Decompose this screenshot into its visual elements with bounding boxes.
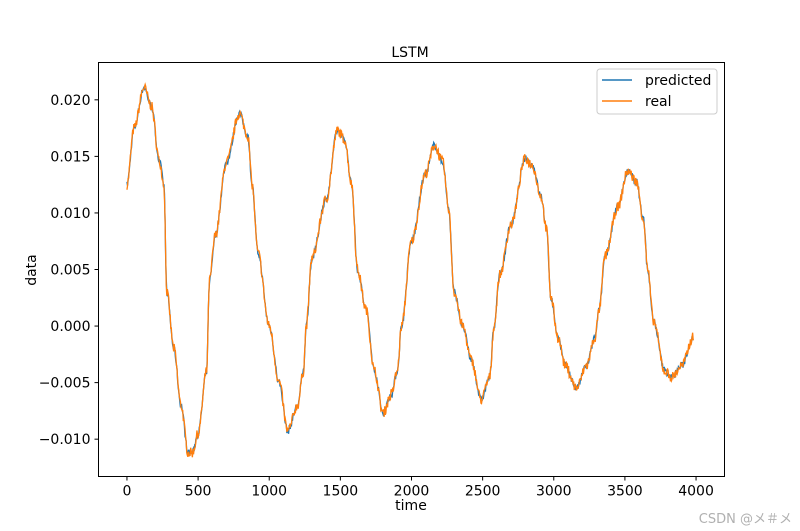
chart-title: LSTM [391, 45, 428, 61]
watermark: CSDN @メ＃メ [698, 512, 792, 527]
plot-lines [126, 82, 694, 458]
y-tick-label: 0.020 [50, 93, 90, 109]
x-tick-label: 1000 [251, 484, 287, 500]
legend: predicted real [596, 68, 718, 115]
y-tick-label: 0.010 [50, 206, 90, 222]
y-tick-label: 0.015 [50, 149, 90, 165]
legend-label-predicted: predicted [645, 73, 711, 89]
x-tick-label: 2500 [465, 484, 501, 500]
x-axis: 0 500 1000 1500 2000 2500 3000 3500 4000 [122, 476, 714, 500]
x-tick-label: 3000 [536, 484, 572, 500]
x-tick-label: 3500 [607, 484, 643, 500]
x-tick-label: 2000 [394, 484, 430, 500]
y-axis-title: data [24, 254, 40, 286]
x-tick-label: 0 [122, 484, 131, 500]
y-tick-label: 0.000 [50, 319, 90, 335]
x-tick-label: 500 [185, 484, 212, 500]
series-line-predicted [126, 85, 694, 458]
legend-label-real: real [645, 94, 672, 110]
series-line-real [126, 82, 694, 458]
plot-frame [98, 62, 725, 477]
x-tick-label: 1500 [323, 484, 359, 500]
y-axis: −0.010 −0.005 0.000 0.005 0.010 0.015 0.020 [39, 93, 99, 448]
y-tick-label: −0.010 [39, 432, 91, 448]
y-tick-label: −0.005 [39, 376, 91, 392]
x-axis-title: time [395, 498, 427, 514]
y-tick-label: 0.005 [50, 263, 90, 279]
x-tick-label: 4000 [678, 484, 714, 500]
